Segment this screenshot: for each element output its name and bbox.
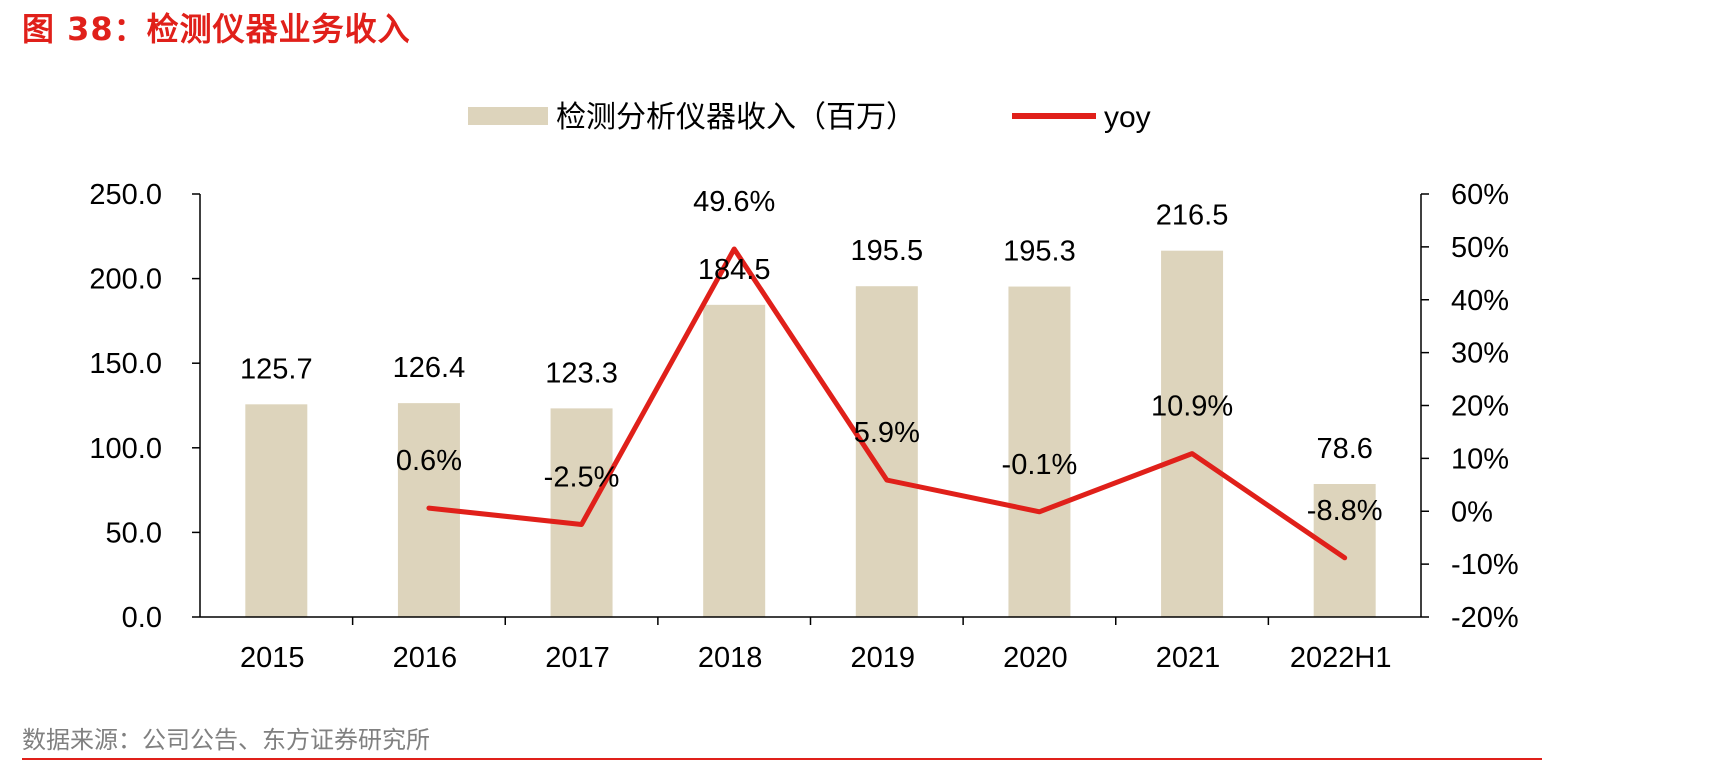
yoy-value-label: 0.6%: [396, 445, 462, 477]
left-tick-label: 100.0: [89, 433, 162, 465]
left-tick-label: 150.0: [89, 348, 162, 380]
bottom-divider: [22, 758, 1542, 760]
bar-2020: [1008, 286, 1071, 617]
x-tick-label: 2020: [1003, 642, 1068, 674]
bar-2017: [550, 408, 613, 617]
chart-legend: 检测分析仪器收入（百万） yoy: [468, 101, 1151, 134]
left-tick-label: 250.0: [89, 179, 162, 211]
x-tick-label: 2015: [240, 642, 305, 674]
right-tick-label: 20%: [1451, 391, 1509, 423]
right-tick-label: 30%: [1451, 338, 1509, 370]
right-tick-label: 0%: [1451, 496, 1493, 528]
figure-title: 图 38：检测仪器业务收入: [22, 10, 411, 48]
right-tick-label: 60%: [1451, 179, 1509, 211]
bar-value-label: 195.5: [851, 235, 924, 267]
right-tick-label: 40%: [1451, 285, 1509, 317]
bar-value-label: 123.3: [545, 357, 618, 389]
bar-series: [245, 250, 1376, 617]
x-tick-label: 2019: [851, 642, 916, 674]
bar-2022H1: [1313, 484, 1376, 617]
left-tick-label: 0.0: [122, 602, 162, 634]
right-tick-label: 50%: [1451, 232, 1509, 264]
left-tick-label: 50.0: [106, 517, 162, 549]
bar-2021: [1161, 250, 1224, 617]
line-series: [426, 246, 1348, 561]
right-tick-label: -10%: [1451, 549, 1519, 581]
bar-value-label: 78.6: [1316, 433, 1372, 465]
left-tick-label: 200.0: [89, 264, 162, 296]
data-source-note: 数据来源：公司公告、东方证券研究所: [22, 726, 430, 754]
chart-axes: 0.0 50.0 100.0 150.0 200.0 250.0 -20% -10% 0% 10%…: [89, 179, 1518, 674]
legend-bar-label: 检测分析仪器收入（百万）: [556, 101, 916, 134]
legend-bar-swatch: [468, 107, 548, 125]
bar-value-label: 195.3: [1003, 236, 1076, 268]
data-labels: 125.7 126.4 123.3 184.5 195.5 195.3 216.5 78.6 0…: [240, 186, 1383, 527]
yoy-value-label: 49.6%: [693, 186, 775, 218]
yoy-value-label: -2.5%: [544, 461, 620, 493]
x-tick-label: 2021: [1156, 642, 1221, 674]
x-tick-label: 2018: [698, 642, 763, 674]
x-tick-label: 2017: [545, 642, 610, 674]
yoy-value-label: -0.1%: [1002, 449, 1078, 481]
bar-value-label: 125.7: [240, 353, 313, 385]
yoy-value-label: 5.9%: [854, 417, 920, 449]
bar-value-label: 216.5: [1156, 200, 1229, 232]
bar-value-label: 126.4: [393, 352, 466, 384]
x-tick-label: 2022H1: [1290, 642, 1392, 674]
right-tick-label: -20%: [1451, 602, 1519, 634]
bar-2018: [703, 304, 766, 617]
x-tick-label: 2016: [393, 642, 458, 674]
yoy-value-label: -8.8%: [1307, 495, 1383, 527]
yoy-value-label: 10.9%: [1151, 391, 1233, 423]
bar-value-label: 184.5: [698, 254, 771, 286]
bar-2015: [245, 404, 308, 617]
legend-line-label: yoy: [1104, 101, 1151, 134]
right-tick-label: 10%: [1451, 443, 1509, 475]
